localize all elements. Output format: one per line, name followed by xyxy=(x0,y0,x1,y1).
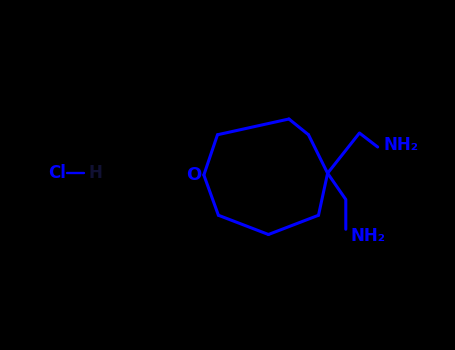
Text: H: H xyxy=(89,164,102,182)
Text: Cl: Cl xyxy=(48,164,66,182)
Text: NH₂: NH₂ xyxy=(350,227,385,245)
Text: NH₂: NH₂ xyxy=(383,136,418,154)
Text: O: O xyxy=(186,166,202,184)
